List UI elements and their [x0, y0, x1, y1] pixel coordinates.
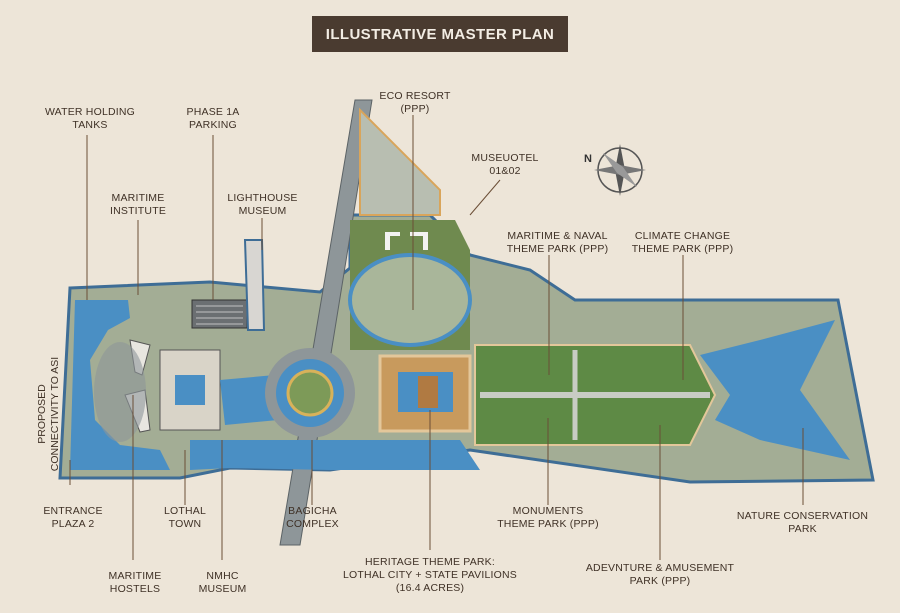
- label-bagicha-complex: BAGICHA COMPLEX: [286, 505, 339, 530]
- label-nature-conservation-park: NATURE CONSERVATION PARK: [736, 510, 869, 535]
- east-lagoon: [700, 320, 850, 460]
- label-water-holding-tanks: WATER HOLDING TANKS: [44, 106, 136, 131]
- lighthouse-strip: [243, 239, 266, 331]
- museuotel-building: [385, 232, 428, 250]
- eco-resort-oval: [348, 253, 472, 347]
- compass-north-letter: N: [584, 153, 592, 165]
- compass-rose: [594, 144, 646, 196]
- lothal-town-inner: [175, 375, 205, 405]
- bagicha-center: [286, 369, 334, 417]
- label-monuments-park: MONUMENTS THEME PARK (PPP): [497, 505, 599, 530]
- eco-resort-site: [359, 107, 441, 216]
- label-adventure-park: ADEVNTURE & AMUSEMENT PARK (PPP): [585, 562, 735, 587]
- nmhc-water: [220, 375, 278, 425]
- label-nmhc-museum: NMHC MUSEUM: [198, 570, 247, 595]
- label-heritage-theme-park: HERITAGE THEME PARK: LOTHAL CITY + STATE…: [343, 556, 517, 594]
- label-lighthouse-museum: LIGHTHOUSE MUSEUM: [227, 192, 298, 217]
- label-phase-1a-parking: PHASE 1A PARKING: [186, 106, 240, 131]
- label-proposed-connectivity: PROPOSED CONNECTIVITY TO ASI: [36, 356, 61, 472]
- label-maritime-naval-park: MARITIME & NAVAL THEME PARK (PPP): [506, 230, 609, 255]
- entrance-plaza: [94, 342, 146, 442]
- label-museuotel: MUSEUOTEL 01&02: [471, 152, 539, 177]
- leader-lines: [69, 115, 804, 560]
- label-lothal-town: LOTHAL TOWN: [163, 505, 207, 530]
- label-entrance-plaza: ENTRANCE PLAZA 2: [43, 505, 103, 530]
- south-channel: [190, 440, 480, 470]
- page-title: ILLUSTRATIVE MASTER PLAN: [312, 16, 568, 52]
- title-text: ILLUSTRATIVE MASTER PLAN: [325, 25, 555, 43]
- label-maritime-hostels: MARITIME HOSTELS: [108, 570, 162, 595]
- label-eco-resort: ECO RESORT (PPP): [379, 90, 451, 115]
- label-climate-change-park: CLIMATE CHANGE THEME PARK (PPP): [631, 230, 734, 255]
- label-maritime-institute: MARITIME INSTITUTE: [109, 192, 167, 217]
- west-lagoon: [70, 300, 170, 470]
- heritage-park-core: [418, 376, 438, 408]
